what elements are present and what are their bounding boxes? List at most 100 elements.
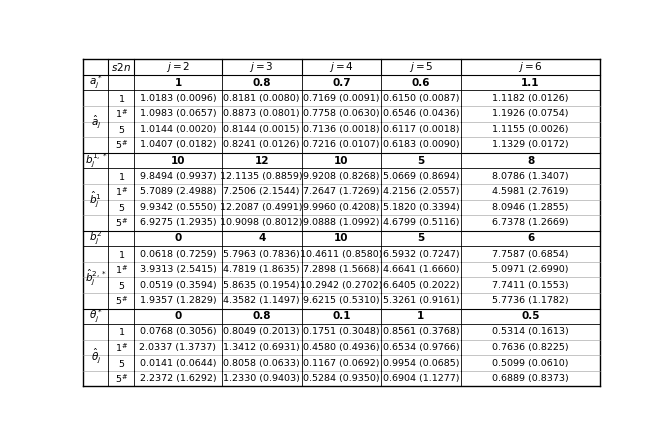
Text: 0.8049 (0.2013): 0.8049 (0.2013) bbox=[223, 328, 300, 336]
Text: $j = 2$: $j = 2$ bbox=[166, 60, 190, 74]
Text: 6.5932 (0.7247): 6.5932 (0.7247) bbox=[383, 250, 460, 258]
Text: 1.1926 (0.0754): 1.1926 (0.0754) bbox=[492, 110, 569, 118]
Text: 0.7169 (0.0091): 0.7169 (0.0091) bbox=[303, 94, 380, 103]
Text: $5$: $5$ bbox=[117, 280, 125, 291]
Text: $5^\#$: $5^\#$ bbox=[115, 294, 127, 307]
Text: 0.8873 (0.0801): 0.8873 (0.0801) bbox=[223, 110, 300, 118]
Text: 0.1: 0.1 bbox=[332, 311, 351, 321]
Text: $b_j^2$: $b_j^2$ bbox=[89, 230, 102, 247]
Text: $5^\#$: $5^\#$ bbox=[115, 139, 127, 151]
Text: 0.1751 (0.3048): 0.1751 (0.3048) bbox=[303, 328, 380, 336]
Text: 5.7089 (2.4988): 5.7089 (2.4988) bbox=[139, 187, 216, 196]
Text: 10.9098 (0.8012): 10.9098 (0.8012) bbox=[221, 219, 303, 227]
Text: 8: 8 bbox=[527, 155, 534, 166]
Text: 0.7216 (0.0107): 0.7216 (0.0107) bbox=[303, 141, 380, 149]
Text: $1^\#$: $1^\#$ bbox=[115, 185, 127, 198]
Text: 6.7378 (1.2669): 6.7378 (1.2669) bbox=[492, 219, 569, 227]
Text: 3.9313 (2.5415): 3.9313 (2.5415) bbox=[139, 265, 216, 274]
Text: 1.0983 (0.0657): 1.0983 (0.0657) bbox=[139, 110, 216, 118]
Text: 0.4580 (0.4936): 0.4580 (0.4936) bbox=[303, 343, 380, 352]
Text: 10.2942 (0.2702): 10.2942 (0.2702) bbox=[300, 281, 383, 290]
Text: 0.6546 (0.0436): 0.6546 (0.0436) bbox=[383, 110, 460, 118]
Text: 0.0519 (0.3594): 0.0519 (0.3594) bbox=[139, 281, 216, 290]
Text: 0.8: 0.8 bbox=[253, 78, 271, 88]
Text: 0.8241 (0.0126): 0.8241 (0.0126) bbox=[223, 141, 300, 149]
Text: 0.5: 0.5 bbox=[522, 311, 540, 321]
Text: 0.0141 (0.0644): 0.0141 (0.0644) bbox=[139, 359, 216, 367]
Text: 1.1182 (0.0126): 1.1182 (0.0126) bbox=[492, 94, 569, 103]
Text: 12.2087 (0.4991): 12.2087 (0.4991) bbox=[221, 203, 303, 212]
Text: 6: 6 bbox=[527, 233, 534, 244]
Text: 0.6150 (0.0087): 0.6150 (0.0087) bbox=[383, 94, 459, 103]
Text: 0.6183 (0.0090): 0.6183 (0.0090) bbox=[383, 141, 460, 149]
Text: 5.7736 (1.1782): 5.7736 (1.1782) bbox=[492, 296, 569, 305]
Text: 7.7587 (0.6854): 7.7587 (0.6854) bbox=[492, 250, 569, 258]
Text: $1$: $1$ bbox=[117, 248, 125, 260]
Text: $1$: $1$ bbox=[117, 326, 125, 337]
Text: $5^\#$: $5^\#$ bbox=[115, 216, 127, 229]
Text: 9.0888 (1.0992): 9.0888 (1.0992) bbox=[303, 219, 380, 227]
Text: 1.2330 (0.9403): 1.2330 (0.9403) bbox=[223, 374, 300, 383]
Text: 4.6641 (1.6660): 4.6641 (1.6660) bbox=[383, 265, 459, 274]
Text: $1$: $1$ bbox=[117, 93, 125, 104]
Text: 1.3412 (0.6931): 1.3412 (0.6931) bbox=[223, 343, 300, 352]
Text: 4: 4 bbox=[258, 233, 265, 244]
Text: 5.0971 (2.6990): 5.0971 (2.6990) bbox=[492, 265, 569, 274]
Text: $j = 3$: $j = 3$ bbox=[249, 60, 274, 74]
Text: $\hat{\theta}_j$: $\hat{\theta}_j$ bbox=[91, 346, 101, 365]
Text: 0.7758 (0.0630): 0.7758 (0.0630) bbox=[303, 110, 380, 118]
Text: 1.1155 (0.0026): 1.1155 (0.0026) bbox=[492, 125, 569, 134]
Text: 7.7411 (0.1553): 7.7411 (0.1553) bbox=[492, 281, 569, 290]
Text: 0.6534 (0.9766): 0.6534 (0.9766) bbox=[383, 343, 460, 352]
Text: 10: 10 bbox=[334, 155, 349, 166]
Text: 0.6: 0.6 bbox=[412, 78, 430, 88]
Text: 5: 5 bbox=[418, 155, 425, 166]
Text: $j = 4$: $j = 4$ bbox=[329, 60, 354, 74]
Text: 0.6904 (1.1277): 0.6904 (1.1277) bbox=[383, 374, 459, 383]
Text: 1.9357 (1.2829): 1.9357 (1.2829) bbox=[139, 296, 216, 305]
Text: 1.0407 (0.0182): 1.0407 (0.0182) bbox=[139, 141, 216, 149]
Text: 7.2647 (1.7269): 7.2647 (1.7269) bbox=[303, 187, 380, 196]
Text: 1.0183 (0.0096): 1.0183 (0.0096) bbox=[139, 94, 216, 103]
Text: $j = 5$: $j = 5$ bbox=[409, 60, 433, 74]
Text: $s2n$: $s2n$ bbox=[111, 61, 131, 73]
Text: $5^\#$: $5^\#$ bbox=[115, 372, 127, 385]
Text: 1.1329 (0.0172): 1.1329 (0.0172) bbox=[492, 141, 569, 149]
Text: 7.2506 (2.1544): 7.2506 (2.1544) bbox=[223, 187, 300, 196]
Text: 1.0144 (0.0020): 1.0144 (0.0020) bbox=[139, 125, 216, 134]
Text: 9.8494 (0.9937): 9.8494 (0.9937) bbox=[139, 172, 216, 180]
Text: $a_j^*$: $a_j^*$ bbox=[89, 74, 103, 92]
Text: $5$: $5$ bbox=[117, 202, 125, 213]
Text: $1^\#$: $1^\#$ bbox=[115, 341, 127, 354]
Text: 9.9208 (0.8268): 9.9208 (0.8268) bbox=[303, 172, 380, 180]
Text: $5$: $5$ bbox=[117, 357, 125, 369]
Text: 4.6799 (0.5116): 4.6799 (0.5116) bbox=[383, 219, 459, 227]
Text: 4.5981 (2.7619): 4.5981 (2.7619) bbox=[492, 187, 569, 196]
Text: 0.9954 (0.0685): 0.9954 (0.0685) bbox=[383, 359, 459, 367]
Text: 9.9960 (0.4208): 9.9960 (0.4208) bbox=[303, 203, 380, 212]
Text: $\hat{b}_j^1$: $\hat{b}_j^1$ bbox=[89, 190, 102, 209]
Text: 0: 0 bbox=[174, 233, 181, 244]
Text: 4.3582 (1.1497): 4.3582 (1.1497) bbox=[223, 296, 300, 305]
Text: 1: 1 bbox=[418, 311, 425, 321]
Text: 0.7136 (0.0018): 0.7136 (0.0018) bbox=[303, 125, 380, 134]
Text: 4.2156 (2.0557): 4.2156 (2.0557) bbox=[383, 187, 459, 196]
Text: 12.1135 (0.8859): 12.1135 (0.8859) bbox=[220, 172, 303, 180]
Text: 8.0946 (1.2855): 8.0946 (1.2855) bbox=[492, 203, 569, 212]
Text: 4.7819 (1.8635): 4.7819 (1.8635) bbox=[223, 265, 300, 274]
Text: 0.0618 (0.7259): 0.0618 (0.7259) bbox=[139, 250, 216, 258]
Text: $5$: $5$ bbox=[117, 124, 125, 135]
Text: 0.5284 (0.9350): 0.5284 (0.9350) bbox=[303, 374, 380, 383]
Text: 10: 10 bbox=[334, 233, 349, 244]
Text: 8.0786 (1.3407): 8.0786 (1.3407) bbox=[492, 172, 569, 180]
Text: 1.1: 1.1 bbox=[522, 78, 540, 88]
Text: $1^\#$: $1^\#$ bbox=[115, 263, 127, 276]
Text: 9.6215 (0.5310): 9.6215 (0.5310) bbox=[303, 296, 380, 305]
Text: 10.4611 (0.8580): 10.4611 (0.8580) bbox=[300, 250, 383, 258]
Text: $1^\#$: $1^\#$ bbox=[115, 107, 127, 120]
Text: 0.8181 (0.0080): 0.8181 (0.0080) bbox=[223, 94, 300, 103]
Text: 5.7963 (0.7836): 5.7963 (0.7836) bbox=[223, 250, 300, 258]
Text: $\theta_j^*$: $\theta_j^*$ bbox=[89, 307, 103, 325]
Text: 0.7636 (0.8225): 0.7636 (0.8225) bbox=[492, 343, 569, 352]
Text: $b_j^{1,*}$: $b_j^{1,*}$ bbox=[85, 152, 107, 170]
